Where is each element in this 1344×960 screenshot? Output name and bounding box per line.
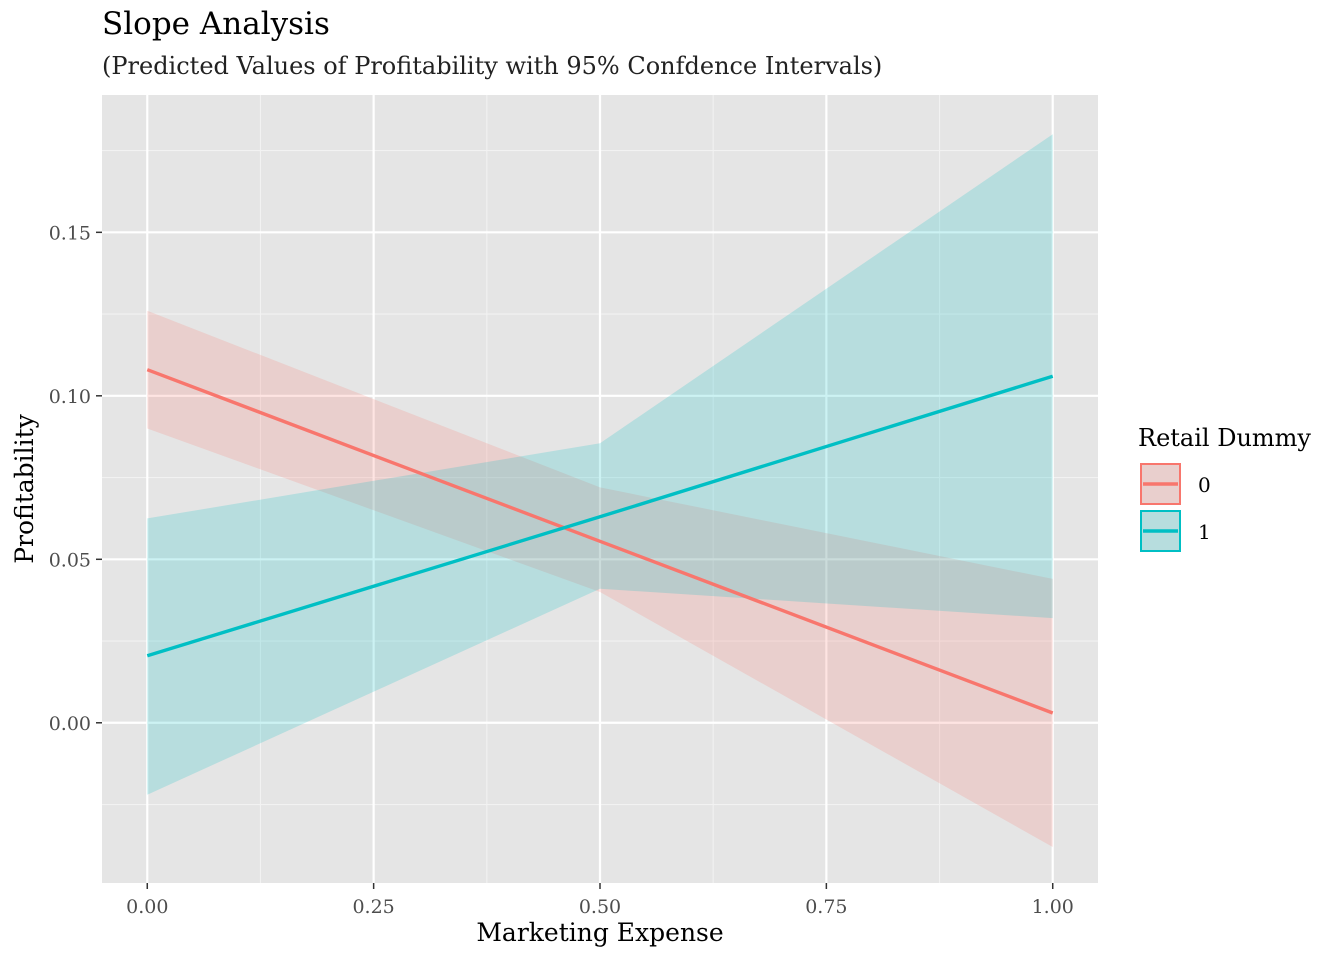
confidence-ribbons [147, 134, 1053, 848]
y-tick-label: 0.05 [49, 549, 91, 571]
y-tick-label: 0.00 [49, 713, 91, 735]
ci-ribbon-series-0 [147, 310, 1053, 848]
x-tick-label: 0.50 [579, 896, 621, 918]
ci-ribbon-series-1 [147, 134, 1053, 795]
x-tick-label: 0.75 [805, 896, 847, 918]
line-series-1 [146, 374, 1054, 658]
x-tick-label: 0.25 [352, 896, 394, 918]
chart-title: Slope Analysis [102, 6, 330, 42]
legend-title: Retail Dummy [1138, 424, 1311, 452]
y-axis: 0.00 0.05 0.10 0.15 [49, 222, 102, 735]
legend: Retail Dummy 0 1 [1138, 424, 1311, 552]
legend-label-0: 0 [1198, 473, 1211, 497]
x-axis: 0.00 0.25 0.50 0.75 1.00 [126, 883, 1074, 918]
x-tick-label: 0.00 [126, 896, 168, 918]
x-axis-label: Marketing Expense [476, 918, 723, 947]
y-axis-label: Profitability [10, 413, 39, 563]
major-gridlines [102, 95, 1098, 883]
chart-subtitle: (Predicted Values of Profitability with … [102, 52, 883, 80]
legend-label-1: 1 [1198, 520, 1211, 544]
y-tick-label: 0.15 [49, 222, 91, 244]
x-tick-label: 1.00 [1032, 896, 1074, 918]
line-series-0 [146, 368, 1054, 715]
y-tick-label: 0.10 [49, 386, 91, 408]
series-lines [146, 368, 1054, 715]
